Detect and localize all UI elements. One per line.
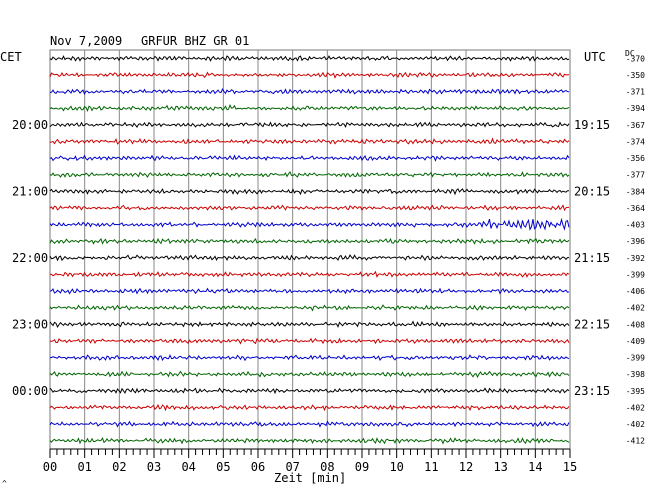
dc-value-label: -370 [626, 54, 645, 63]
seismic-trace [49, 437, 570, 445]
seismic-trace [49, 370, 570, 379]
dc-value-label: -402 [626, 304, 645, 313]
dc-value-label: -402 [626, 420, 645, 429]
seismic-trace [49, 387, 570, 395]
x-tick-label: 08 [320, 460, 334, 474]
dc-value-label: -367 [626, 121, 645, 130]
x-tick-label: 03 [147, 460, 161, 474]
dc-value-label: -399 [626, 270, 645, 279]
seismic-trace [49, 137, 570, 145]
dc-value-label: -409 [626, 337, 645, 346]
right-hour-label: 23:15 [574, 384, 610, 398]
x-tick-label: 14 [528, 460, 542, 474]
seismic-trace [49, 104, 570, 112]
dc-header-label: DC [625, 49, 635, 58]
x-tick-label: 04 [181, 460, 195, 474]
x-tick-label: 02 [112, 460, 126, 474]
seismic-trace [49, 287, 570, 295]
x-tick-label: 13 [493, 460, 507, 474]
dc-value-label: -396 [626, 237, 645, 246]
right-hour-label: 21:15 [574, 251, 610, 265]
x-tick-label: 10 [389, 460, 403, 474]
seismic-trace [49, 254, 570, 262]
seismic-trace [49, 55, 570, 62]
left-hour-label: 22:00 [12, 251, 48, 265]
header-date: Nov 7,2009 [50, 34, 122, 48]
right-hour-label: 20:15 [574, 184, 610, 198]
dc-value-label: -408 [626, 320, 645, 329]
dc-value-label: -412 [626, 437, 645, 446]
seismic-trace [49, 420, 570, 428]
x-axis-title: Zeit [min] [274, 471, 346, 485]
dc-value-label: -399 [626, 354, 645, 363]
right-hour-label: 22:15 [574, 317, 610, 331]
seismic-trace [49, 337, 570, 345]
x-tick-label: 12 [459, 460, 473, 474]
seismic-trace [49, 217, 570, 231]
dc-value-label: -406 [626, 287, 645, 296]
seismic-trace [49, 204, 570, 212]
dc-value-label: -350 [626, 71, 645, 80]
dc-value-label: -377 [626, 171, 645, 180]
left-hour-label: 23:00 [12, 317, 48, 331]
dc-value-label: -398 [626, 370, 645, 379]
corner-mark: ^ [2, 479, 7, 488]
seismic-trace [49, 154, 570, 162]
x-tick-label: 07 [285, 460, 299, 474]
seismic-trace [49, 188, 570, 196]
seismic-trace [49, 170, 570, 178]
dc-value-label: -384 [626, 187, 645, 196]
dc-value-label: -395 [626, 387, 645, 396]
seismic-trace [49, 121, 570, 128]
dc-value-label: -371 [626, 88, 645, 97]
left-timezone-label: CET [0, 50, 22, 64]
left-hour-label: 00:00 [12, 384, 48, 398]
x-tick-label: 11 [424, 460, 438, 474]
header-station: GRFUR BHZ GR 01 [141, 34, 249, 48]
seismic-trace [49, 270, 570, 278]
x-tick-label: 00 [43, 460, 57, 474]
dc-value-label: -392 [626, 254, 645, 263]
seismic-trace [49, 87, 570, 96]
dc-value-label: -364 [626, 204, 645, 213]
seismic-trace [49, 237, 570, 245]
dc-value-label: -402 [626, 403, 645, 412]
x-tick-label: 15 [563, 460, 577, 474]
seismic-trace [49, 403, 570, 412]
seismic-trace [49, 320, 570, 329]
seismic-trace [49, 354, 570, 362]
left-hour-label: 21:00 [12, 184, 48, 198]
left-hour-label: 20:00 [12, 118, 48, 132]
right-timezone-label: UTC [584, 50, 606, 64]
seismic-trace [49, 304, 570, 312]
dc-value-label: -374 [626, 137, 645, 146]
seismic-trace [49, 71, 570, 79]
dc-value-label: -403 [626, 221, 645, 230]
dc-value-label: -394 [626, 104, 645, 113]
plot-area: 20:00 21:00 22:00 23:00 00:00 19:15 20:15 21:15… [12, 49, 645, 474]
dc-value-label: -356 [626, 154, 645, 163]
right-hour-label: 19:15 [574, 118, 610, 132]
x-tick-label: 09 [355, 460, 369, 474]
x-tick-label: 05 [216, 460, 230, 474]
x-tick-label: 06 [251, 460, 265, 474]
x-tick-label: 01 [77, 460, 91, 474]
